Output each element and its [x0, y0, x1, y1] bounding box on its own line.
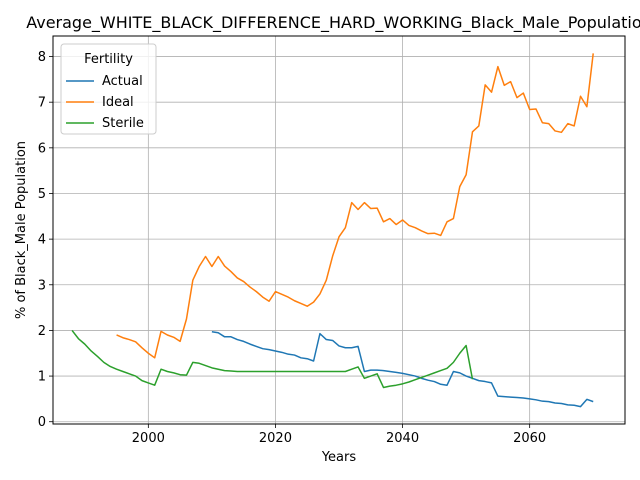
- y-tick-label: 1: [38, 370, 46, 385]
- y-tick-label: 6: [38, 141, 46, 156]
- series-layer: [71, 53, 594, 408]
- series-line-sterile: [71, 329, 474, 389]
- x-tick-label: 2020: [259, 431, 292, 446]
- y-tick-label: 4: [38, 233, 46, 248]
- grid-lines: [53, 36, 625, 424]
- legend-label-sterile: Sterile: [102, 116, 144, 131]
- y-axis-label: % of Black_Male Population: [14, 141, 29, 319]
- x-tick-label: 2040: [386, 431, 419, 446]
- legend-box: [60, 43, 157, 135]
- chart-title: Average_WHITE_BLACK_DIFFERENCE_HARD_WORK…: [26, 13, 640, 33]
- axis-ticks: 2000 2020 2040 2060 0 1 2 3 4 5 6 7 8: [38, 50, 546, 446]
- y-tick-label: 3: [38, 278, 46, 293]
- y-tick-label: 2: [38, 324, 46, 339]
- legend-title: Fertility: [84, 52, 133, 67]
- y-tick-label: 7: [38, 96, 46, 111]
- legend-label-ideal: Ideal: [102, 95, 134, 110]
- y-tick-label: 5: [38, 187, 46, 202]
- y-tick-label: 0: [38, 415, 46, 430]
- y-tick-label: 8: [38, 50, 46, 65]
- x-tick-label: 2060: [513, 431, 546, 446]
- x-tick-label: 2000: [132, 431, 165, 446]
- series-line-actual: [211, 331, 594, 408]
- x-axis-label: Years: [321, 450, 357, 465]
- series-line-ideal: [116, 53, 594, 359]
- plot-frame: [52, 35, 626, 425]
- legend-label-actual: Actual: [102, 74, 143, 89]
- legend: Fertility Actual Ideal Sterile: [60, 43, 157, 135]
